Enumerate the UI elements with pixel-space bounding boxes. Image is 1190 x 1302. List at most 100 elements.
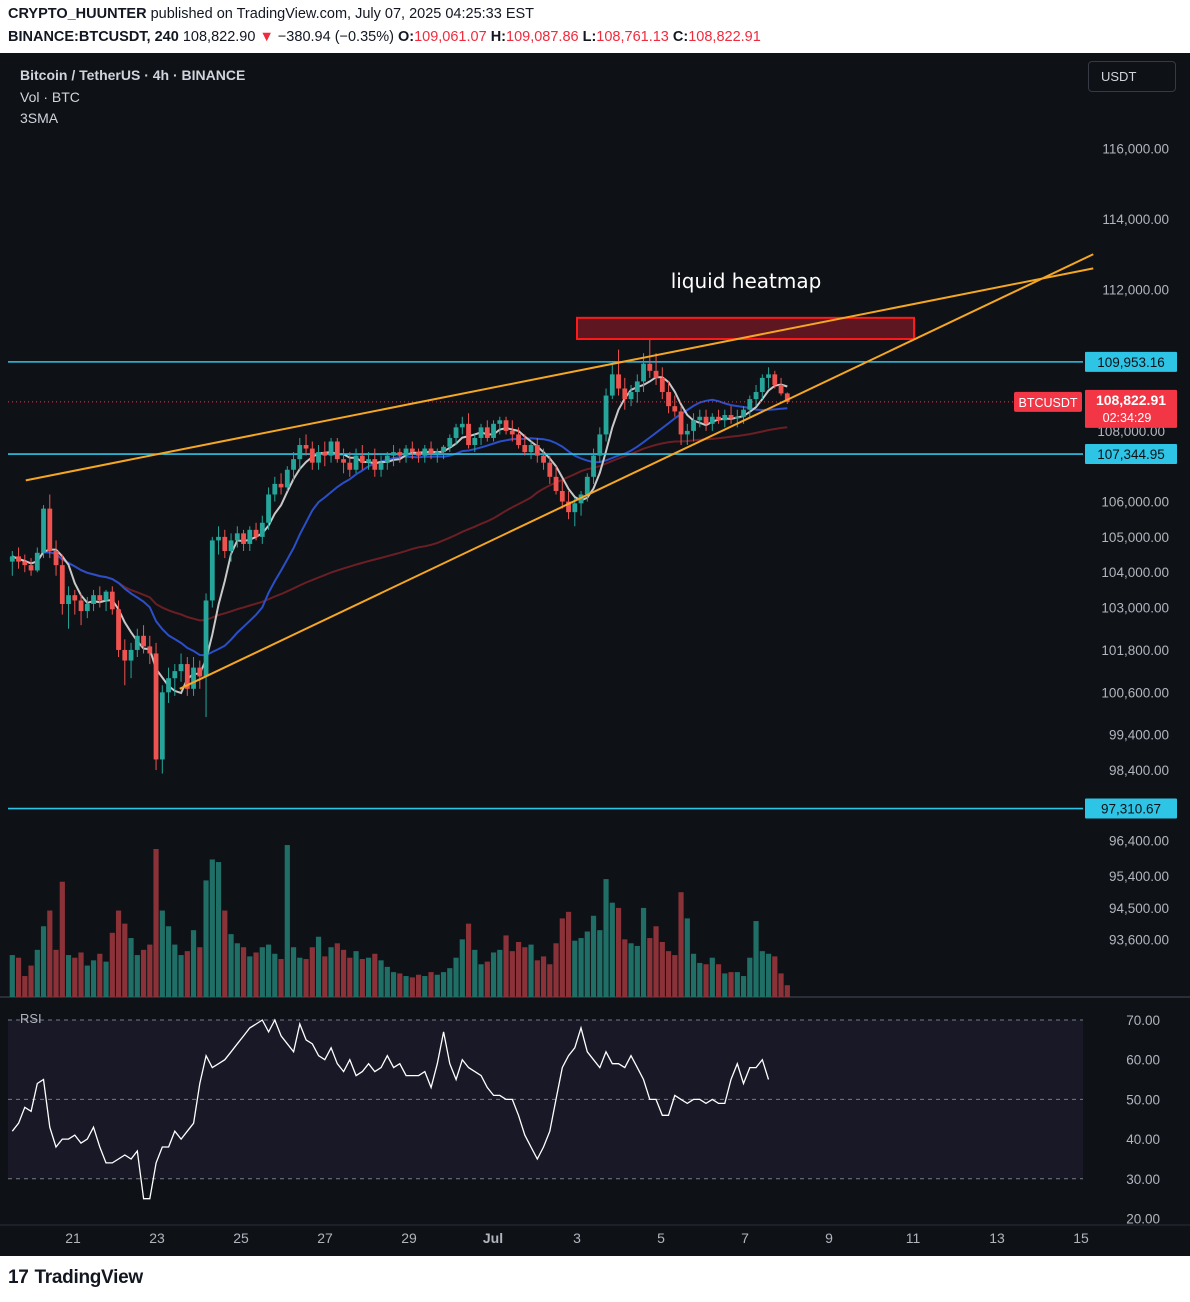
volume-bar [722,973,728,997]
down-arrow-icon: ▼ [259,29,274,45]
volume-bar [59,881,65,997]
candle-body [397,452,403,456]
high-label: H: [490,29,506,45]
volume-bar [528,944,534,997]
volume-bar [115,910,122,997]
volume-bar [609,902,615,997]
candle-body [303,445,309,449]
volume-bar [615,907,622,997]
volume-bar [15,957,22,997]
candle-body [778,384,784,394]
price-level-tag-label: 107,344.95 [1097,447,1165,462]
volume-bar [28,965,34,997]
annotation-label: liquid heatmap [671,269,822,293]
volume-bar [372,953,378,997]
candle-body [9,556,15,562]
liquidity-zone [576,316,915,341]
candle-body [347,462,353,470]
volume-bar [22,976,28,997]
volume-bar [653,926,659,997]
volume-bar [765,953,772,997]
time-tick-label: 25 [233,1230,249,1246]
candle-body [403,448,409,456]
candle-body [384,455,390,463]
price-tick-label: 106,000.00 [1101,495,1169,510]
volume-bar [222,910,228,997]
volume-bar [47,910,53,997]
volume-bar [172,944,178,997]
price-tick-label: 104,000.00 [1101,565,1169,580]
volume-bar [240,947,247,997]
volume-bar [322,956,328,997]
currency-selector[interactable]: USDT [1088,61,1176,92]
candle-body [528,445,534,453]
volume-bar [353,951,359,997]
sma-legend[interactable]: 3SMA [20,110,59,126]
candle-body [34,552,40,571]
publish-info: published on TradingView.com, July 07, 2… [150,6,535,22]
candle-body [359,455,365,463]
candle-body [147,646,153,654]
volume-legend[interactable]: Vol · BTC [20,89,80,105]
candle-body [334,441,340,460]
volume-bar [409,977,415,997]
price-axis: 116,000.00 114,000.00 112,000.00 106,000.00… [1014,141,1177,1227]
candle-body [247,529,253,544]
candle-body [441,446,446,453]
volume-bar [747,957,753,997]
price-tick-label: 95,400.00 [1109,869,1169,884]
volume-bar [347,957,353,997]
candle-body [291,459,296,470]
candle-body [22,561,28,566]
volume-bar [584,931,590,997]
candle-body [378,462,384,470]
candle-body [203,600,209,677]
tradingview-logo[interactable]: 17 TradingView [8,1267,143,1289]
volume-bar [428,972,434,997]
volume-bar [434,974,440,997]
rsi-tick-label: 70.00 [1126,1013,1160,1028]
time-tick-label: 9 [825,1230,833,1246]
candle-body [28,565,34,571]
candle-body [759,377,765,393]
time-tick-label: 29 [401,1230,417,1246]
candle-body [366,459,371,463]
volume-bars [9,845,790,997]
candle-body [728,414,734,419]
author-name[interactable]: CRYPTO_HUUNTER [8,6,147,22]
low-value: 108,761.13 [596,29,669,45]
candle-body [159,692,165,760]
volume-bar [497,949,503,997]
candle-body [616,374,621,389]
candle-body [447,437,453,447]
chart-title[interactable]: Bitcoin / TetherUS · 4h · BINANCE [20,67,246,83]
candle-body [647,363,653,371]
volume-bar [284,845,290,997]
volume-bar [715,964,722,997]
candle-body [622,388,628,400]
price-tick-label: 94,500.00 [1109,901,1169,916]
volume-bar [190,930,197,997]
volume-bar [547,964,553,997]
volume-bar [397,973,403,997]
volume-bar [728,972,734,997]
candle-body [559,490,565,502]
volume-bar [734,972,740,997]
rsi-tick-label: 30.00 [1126,1172,1160,1187]
volume-bar [415,974,422,997]
volume-bar [672,955,678,997]
candle-body [166,678,171,693]
price-tick-label: 96,400.00 [1109,834,1169,849]
volume-bar [303,959,309,997]
price-tick-label: 103,000.00 [1101,601,1169,616]
time-tick-label: 13 [989,1230,1005,1246]
price-chart[interactable]: liquid heatmapRSI116,000.00114,000.00112… [0,53,1190,1256]
candle-body [684,430,690,435]
candle-body [534,445,540,456]
candle-body [409,448,415,453]
candle-body [416,452,421,456]
sma-slow-line [11,426,788,622]
volume-bar [203,880,209,997]
candle-body [428,448,434,454]
open-label: O: [397,29,415,45]
